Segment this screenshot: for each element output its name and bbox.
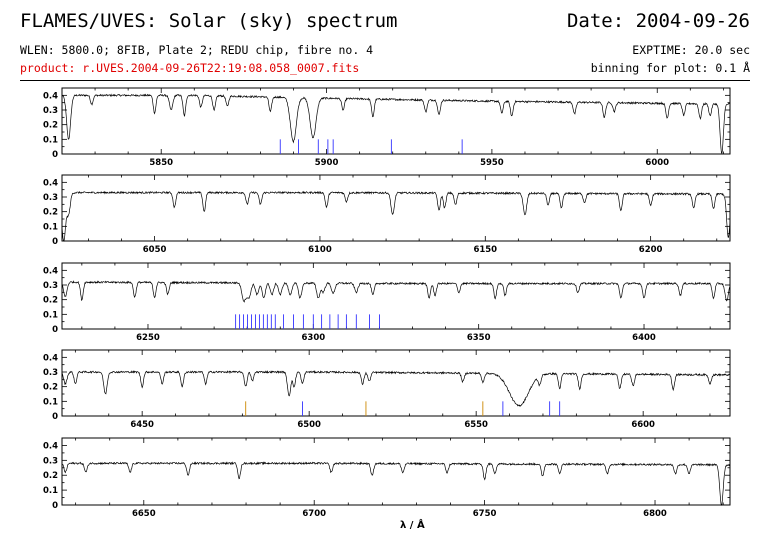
setup-subtitle: WLEN: 5800.0; 8FIB, Plate 2; REDU chip, … bbox=[20, 43, 374, 57]
y-tick-label: 0.1 bbox=[43, 135, 58, 145]
y-tick-label: 0.1 bbox=[43, 222, 58, 232]
y-tick-label: 0 bbox=[52, 237, 58, 247]
x-tick-label: 6100 bbox=[308, 245, 332, 255]
x-tick-label: 6300 bbox=[301, 333, 325, 343]
x-tick-label: 6800 bbox=[643, 509, 667, 519]
header-divider bbox=[20, 80, 750, 81]
x-tick-label: 6250 bbox=[136, 333, 160, 343]
x-tick-label: 6050 bbox=[143, 245, 167, 255]
x-tick-label: 6000 bbox=[645, 158, 669, 168]
plot-frame bbox=[61, 349, 731, 417]
spectrum-panel-4: 6450 6500 6550 6600 0 0.1 0.2 0.3 0.4 bbox=[43, 349, 731, 430]
y-tick-label: 0.1 bbox=[43, 486, 58, 496]
x-tick-label: 5900 bbox=[315, 158, 339, 168]
spectrum-panel-5: 6650 6700 6750 6800 0 0.1 0.2 0.3 0.4 bbox=[43, 437, 731, 519]
y-tick-label: 0.3 bbox=[43, 281, 58, 291]
spectrum-trace bbox=[61, 280, 731, 303]
spectrum-trace bbox=[61, 369, 731, 408]
y-tick-label: 0.3 bbox=[43, 368, 58, 378]
x-tick-label: 6450 bbox=[130, 420, 154, 430]
y-tick-label: 0.2 bbox=[43, 121, 58, 131]
y-tick-label: 0.2 bbox=[43, 471, 58, 481]
spectrum-trace bbox=[61, 461, 730, 506]
plot-frame bbox=[61, 174, 731, 242]
page-title: FLAMES/UVES: Solar (sky) spectrum bbox=[20, 10, 398, 32]
y-tick-label: 0.2 bbox=[43, 296, 58, 306]
x-tick-label: 6700 bbox=[302, 509, 326, 519]
plot-frame bbox=[61, 87, 731, 155]
plot-frame bbox=[61, 437, 731, 506]
x-tick-label: 6200 bbox=[639, 245, 663, 255]
x-tick-label: 6500 bbox=[297, 420, 321, 430]
y-tick-label: 0.1 bbox=[43, 397, 58, 407]
product-filename: product: r.UVES.2004-09-26T22:19:08.058_… bbox=[20, 61, 360, 75]
y-tick-label: 0.1 bbox=[43, 310, 58, 320]
y-tick-label: 0 bbox=[52, 150, 58, 160]
x-tick-label: 6650 bbox=[132, 509, 156, 519]
plot-binning: binning for plot: 0.1 Å bbox=[590, 61, 750, 75]
y-tick-label: 0 bbox=[52, 501, 58, 511]
spectrum-trace bbox=[61, 190, 731, 242]
y-tick-label: 0.2 bbox=[43, 383, 58, 393]
y-tick-label: 0.3 bbox=[43, 106, 58, 116]
spectrum-panel-1: 5850 5900 5950 6000 0 0.1 0.2 0.3 0.4 bbox=[43, 87, 731, 168]
y-tick-label: 0.3 bbox=[43, 193, 58, 203]
x-tick-label: 6350 bbox=[467, 333, 491, 343]
x-tick-label: 6150 bbox=[473, 245, 497, 255]
y-tick-label: 0.4 bbox=[43, 441, 58, 451]
x-tick-label: 5850 bbox=[149, 158, 173, 168]
spectrum-trace bbox=[61, 93, 730, 155]
x-tick-label: 6600 bbox=[631, 420, 655, 430]
x-tick-label: 5950 bbox=[480, 158, 504, 168]
y-tick-label: 0 bbox=[52, 325, 58, 335]
exposure-time: EXPTIME: 20.0 sec bbox=[632, 43, 750, 57]
y-tick-label: 0 bbox=[52, 412, 58, 422]
y-tick-label: 0.4 bbox=[43, 353, 58, 363]
y-tick-label: 0.2 bbox=[43, 208, 58, 218]
spectrum-panel-3: 6250 6300 6350 6400 0 0.1 0.2 0.3 0.4 bbox=[43, 262, 731, 343]
x-tick-label: 6400 bbox=[632, 333, 656, 343]
y-tick-label: 0.4 bbox=[43, 266, 58, 276]
observation-date: Date: 2004-09-26 bbox=[566, 10, 750, 32]
y-tick-label: 0.4 bbox=[43, 178, 58, 188]
x-tick-label: 6750 bbox=[473, 509, 497, 519]
y-tick-label: 0.4 bbox=[43, 91, 58, 101]
x-axis-label: λ / Å bbox=[400, 520, 425, 531]
spectrum-panel-2: 6050 6100 6150 6200 0 0.1 0.2 0.3 0.4 bbox=[43, 174, 731, 255]
x-tick-label: 6550 bbox=[464, 420, 488, 430]
plot-frame bbox=[61, 262, 731, 330]
y-tick-label: 0.3 bbox=[43, 456, 58, 466]
